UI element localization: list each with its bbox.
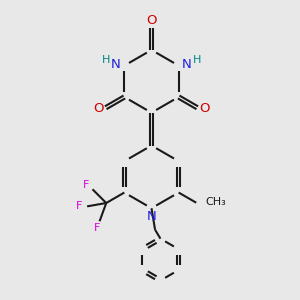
Text: F: F: [93, 223, 100, 233]
Text: H: H: [192, 55, 201, 65]
Text: F: F: [83, 180, 89, 190]
Text: O: O: [200, 102, 210, 115]
Text: N: N: [111, 58, 121, 70]
Text: H: H: [102, 55, 111, 65]
Text: N: N: [182, 58, 192, 70]
Text: O: O: [93, 102, 104, 115]
Text: CH₃: CH₃: [205, 197, 226, 207]
Text: N: N: [147, 210, 157, 223]
Text: F: F: [76, 201, 83, 212]
Text: O: O: [146, 14, 157, 28]
